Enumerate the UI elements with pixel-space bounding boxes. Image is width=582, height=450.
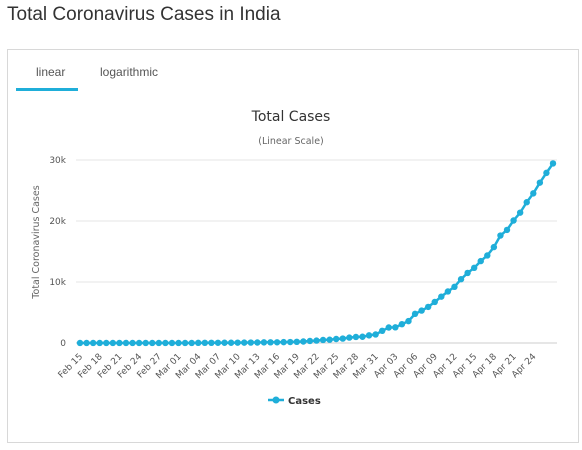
data-point[interactable] (293, 338, 300, 346)
data-point[interactable] (418, 307, 425, 314)
data-point[interactable] (188, 339, 195, 347)
data-point[interactable] (155, 339, 163, 347)
data-point[interactable] (530, 190, 537, 197)
y-tick-label: 30k (49, 156, 66, 166)
data-point[interactable] (457, 276, 465, 283)
data-point[interactable] (280, 338, 287, 346)
data-point[interactable] (424, 303, 432, 311)
series-line-cases (80, 162, 555, 345)
data-point[interactable] (116, 339, 123, 347)
data-point[interactable] (411, 310, 419, 318)
data-point[interactable] (76, 339, 84, 347)
data-point[interactable] (313, 337, 320, 344)
data-point[interactable] (352, 333, 360, 341)
data-point[interactable] (549, 160, 557, 167)
y-axis-ticks: 0 10k 20k 30k (49, 156, 66, 349)
data-point[interactable] (484, 252, 491, 259)
data-point[interactable] (300, 338, 307, 345)
scale-tabs: linear logarithmic (8, 50, 578, 94)
data-point[interactable] (339, 335, 346, 342)
data-point[interactable] (503, 226, 511, 234)
data-point[interactable] (372, 331, 379, 338)
data-point[interactable] (444, 288, 452, 295)
data-point[interactable] (241, 339, 248, 346)
data-point[interactable] (543, 169, 550, 177)
data-point[interactable] (247, 339, 255, 346)
legend[interactable]: Cases (268, 396, 321, 407)
data-point[interactable] (536, 179, 544, 186)
data-point[interactable] (438, 293, 445, 300)
y-tick-label: 0 (60, 339, 66, 349)
grid (76, 159, 557, 344)
data-point[interactable] (333, 335, 340, 343)
y-tick-label: 20k (49, 217, 66, 227)
tab-logarithmic[interactable]: logarithmic (100, 65, 159, 79)
chart-title: Total Cases (251, 109, 331, 125)
chart: Total Cases (Linear Scale) Total Coronav… (31, 109, 557, 407)
y-tick-label: 10k (49, 278, 66, 288)
data-point[interactable] (378, 327, 386, 335)
data-point[interactable] (497, 232, 504, 239)
data-point[interactable] (431, 298, 438, 306)
data-point[interactable] (385, 324, 392, 331)
data-point[interactable] (516, 209, 524, 216)
data-point[interactable] (359, 333, 366, 340)
data-point[interactable] (175, 339, 182, 347)
data-point[interactable] (346, 334, 353, 341)
data-point[interactable] (470, 264, 478, 272)
data-point[interactable] (103, 339, 110, 347)
legend-swatch-marker (272, 396, 280, 404)
data-point[interactable] (195, 339, 202, 347)
data-point[interactable] (451, 283, 458, 291)
data-point[interactable] (319, 336, 327, 344)
data-point[interactable] (273, 339, 281, 346)
data-point[interactable] (83, 339, 90, 347)
tab-linear[interactable]: linear (36, 65, 66, 79)
data-point[interactable] (365, 332, 373, 339)
data-point[interactable] (260, 339, 268, 346)
data-point[interactable] (162, 339, 169, 347)
series-cases (76, 160, 557, 347)
data-point[interactable] (398, 320, 406, 328)
data-point[interactable] (201, 339, 209, 347)
data-point[interactable] (234, 339, 241, 346)
data-point[interactable] (306, 337, 314, 345)
data-point[interactable] (267, 339, 274, 346)
data-point[interactable] (135, 339, 143, 347)
data-point[interactable] (510, 217, 517, 224)
legend-label-cases: Cases (288, 396, 321, 407)
data-point[interactable] (477, 257, 484, 265)
data-point[interactable] (287, 338, 294, 346)
data-point[interactable] (490, 243, 498, 251)
data-point[interactable] (392, 324, 399, 331)
data-point[interactable] (208, 339, 215, 347)
data-point[interactable] (254, 339, 261, 346)
data-point[interactable] (181, 339, 189, 347)
data-point[interactable] (89, 339, 97, 347)
data-point[interactable] (227, 339, 235, 346)
data-point[interactable] (122, 339, 130, 347)
data-point[interactable] (109, 339, 117, 347)
data-point[interactable] (405, 317, 412, 325)
y-axis-label: Total Coronavirus Cases (31, 185, 42, 299)
data-point[interactable] (142, 339, 149, 347)
data-point[interactable] (129, 339, 136, 347)
data-point[interactable] (149, 339, 156, 347)
data-point[interactable] (464, 269, 471, 277)
chart-subtitle: (Linear Scale) (258, 136, 324, 147)
data-point[interactable] (221, 339, 228, 346)
active-tab-indicator (16, 88, 78, 91)
data-point[interactable] (214, 339, 222, 346)
data-point[interactable] (523, 199, 530, 206)
data-point[interactable] (326, 336, 333, 343)
page-title: Total Coronavirus Cases in India (7, 4, 281, 25)
data-point[interactable] (96, 339, 103, 347)
chart-card: linear logarithmic Total Cases (Linear S… (7, 49, 579, 443)
data-point[interactable] (168, 339, 176, 347)
